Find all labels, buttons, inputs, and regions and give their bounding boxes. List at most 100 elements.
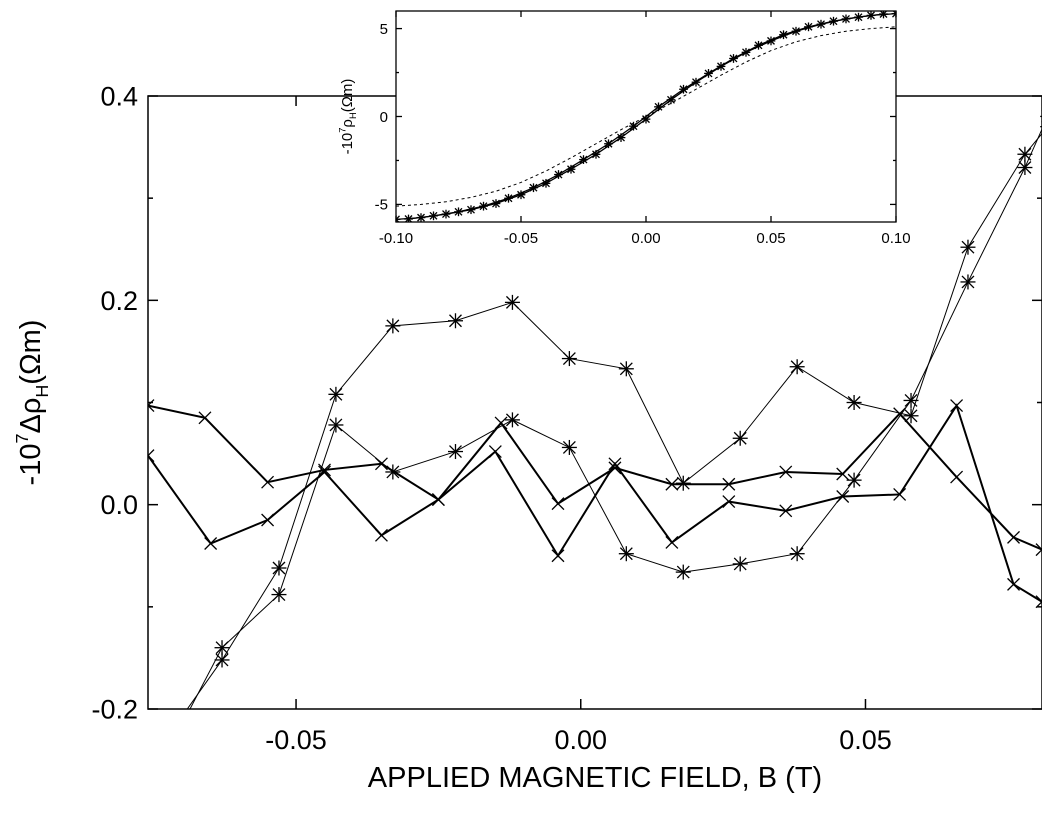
main-series-2-point-5 — [385, 318, 401, 334]
main-y-tick-label: -0.2 — [91, 694, 138, 724]
main-series-1-point-15 — [960, 274, 976, 290]
inset-y-tick-label: 0 — [380, 109, 388, 126]
main-series-4-point-4 — [318, 463, 331, 477]
main-series-2-point-12 — [789, 359, 805, 375]
main-series-3-point-5 — [375, 528, 388, 542]
main-series-4-point-13 — [836, 467, 850, 481]
main-series-2-point-14 — [903, 408, 919, 424]
inset-x-tick-label: -0.05 — [504, 230, 538, 247]
inset-series-2-point-10 — [616, 133, 626, 142]
inset-y-axis-title: -107ρH(Ωm) — [338, 79, 359, 155]
main-series-1-point-12 — [789, 546, 805, 562]
main-series-4-point-15 — [950, 470, 964, 484]
main-y-tick-label: 0.2 — [100, 286, 138, 316]
inset-series-2-point-15 — [741, 47, 751, 57]
main-series-3-point-1 — [148, 449, 155, 463]
main-series-4-point-11 — [722, 477, 736, 491]
main-series-1-point-7 — [504, 412, 520, 428]
main-x-tick-label: -0.05 — [265, 725, 327, 755]
main-series-3-point-16 — [1007, 577, 1020, 591]
inset-series-1-point-12 — [679, 84, 688, 94]
inset-series-2-point-5 — [491, 199, 501, 208]
inset-series-1-point-6 — [529, 183, 538, 193]
inset-series-2-point-4 — [466, 205, 476, 215]
main-series-2-point-15 — [960, 239, 976, 255]
inset-series-1-point-17 — [804, 22, 813, 32]
main-y-axis-title: -107ΔρH(Ωm) — [12, 320, 52, 486]
main-series-1-point-16 — [1017, 160, 1033, 176]
main-series-1-point-11 — [732, 556, 748, 572]
main-series-3-point-3 — [261, 513, 275, 527]
main-series-1-point-8 — [561, 439, 577, 455]
main-series-4-line — [148, 404, 1042, 551]
main-series-3-point-14 — [893, 487, 907, 501]
main-series-4-point-5 — [375, 457, 388, 471]
main-series-1-point-10 — [675, 564, 691, 580]
inset-series-2-point-7 — [541, 178, 551, 188]
main-series-4-point-10 — [665, 477, 679, 491]
main-series-3-point-12 — [779, 504, 793, 518]
main-y-tick-label: 0.4 — [100, 81, 138, 111]
main-series-3-point-15 — [950, 399, 964, 413]
main-x-tick-label: 0.00 — [554, 725, 607, 755]
main-series-2-line — [186, 132, 1042, 709]
main-series-2-point-13 — [846, 395, 862, 410]
main-series-3-point-7 — [488, 445, 502, 458]
inset-series-2-point-16 — [766, 36, 776, 46]
main-series-3-point-13 — [836, 490, 850, 503]
main-series-4-point-3 — [261, 475, 275, 489]
inset-series-2-point-3 — [441, 209, 451, 219]
inset-series-2-point-14 — [716, 62, 726, 71]
main-series-2-point-16 — [1017, 146, 1033, 162]
main-series-3-point-2 — [204, 537, 218, 550]
inset-plot: -0.10 -0.05 0.00 0.05 0.10 -5 0 5 -107ρH(Ωm) — [338, 10, 911, 247]
main-series-1-point-4 — [328, 417, 344, 433]
inset-y-tick-label: -5 — [375, 197, 388, 214]
main-series-4-point-1 — [148, 399, 155, 413]
inset-series-2-point-8 — [566, 164, 576, 174]
inset-series-2-point-9 — [591, 149, 601, 159]
main-x-axis-title: APPLIED MAGNETIC FIELD, B (T) — [368, 762, 822, 794]
main-series-4-point-14 — [893, 407, 907, 421]
main-series-2-point-7 — [504, 294, 520, 310]
main-series-3-point-17 — [1035, 595, 1042, 609]
main-series-1-point-6 — [447, 444, 463, 460]
main-series-3-point-10 — [665, 536, 679, 549]
inset-x-tick-label: 0.00 — [631, 230, 660, 247]
main-plot: -0.05 0.00 0.05 -0.2 0.0 0.2 0.4 APPLIED MAGNET… — [12, 81, 1042, 794]
main-series-4-point-7 — [494, 416, 508, 430]
main-series-2-point-11 — [732, 430, 748, 446]
main-series-2-point-6 — [447, 313, 463, 329]
main-series-3-line — [148, 403, 1042, 603]
inset-series-2-point-11 — [641, 114, 651, 124]
inset-series-2-point-6 — [516, 190, 526, 200]
main-series-4-point-9 — [608, 461, 622, 475]
main-series-3-point-8 — [551, 549, 565, 563]
inset-series-2-point-18 — [816, 19, 826, 29]
inset-series-2-point-12 — [666, 95, 676, 105]
main-series-3-point-11 — [722, 495, 736, 509]
main-series-2-point-2 — [214, 652, 230, 668]
main-series-2-point-1 — [129, 773, 144, 788]
main-series-2-point-9 — [618, 361, 634, 377]
main-series-4-point-17 — [1035, 543, 1042, 557]
inset-series-2-point-17 — [791, 26, 801, 36]
main-series-4-point-6 — [431, 493, 445, 507]
inset-x-tick-label: 0.10 — [881, 230, 910, 247]
inset-series-3-line — [396, 26, 896, 207]
main-series-3-point-9 — [608, 457, 622, 471]
inset-series-2-point-19 — [841, 14, 851, 24]
main-series-2-point-4 — [328, 386, 344, 402]
inset-series-2-point-13 — [691, 77, 701, 87]
main-series-4-point-12 — [779, 465, 793, 479]
main-series-4-point-8 — [551, 497, 565, 511]
main-series-1-point-14 — [903, 392, 919, 408]
main-series-2-point-3 — [271, 560, 287, 576]
main-x-tick-label: 0.05 — [839, 725, 892, 755]
inset-x-tick-label: 0.05 — [756, 230, 785, 247]
main-series-1-point-9 — [618, 546, 634, 562]
main-series-2-point-8 — [561, 351, 577, 367]
inset-y-tick-label: 5 — [380, 21, 388, 38]
main-series-1-point-3 — [271, 587, 287, 603]
